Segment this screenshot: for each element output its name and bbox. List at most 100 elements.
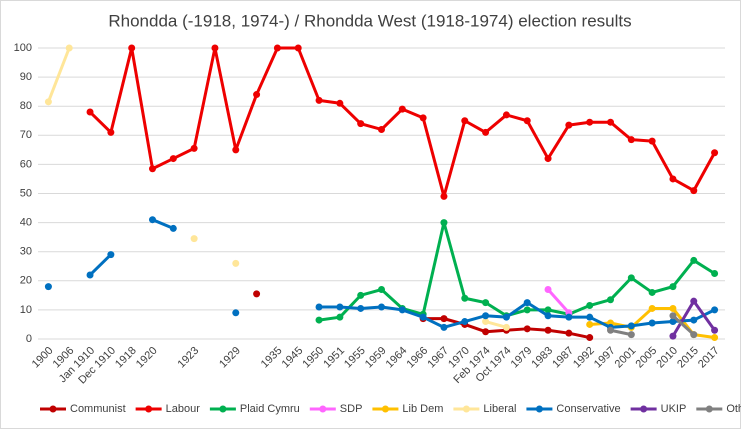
data-point	[336, 303, 344, 311]
data-point	[482, 128, 490, 136]
data-point	[523, 306, 531, 314]
data-point	[690, 316, 698, 324]
data-point	[627, 331, 635, 339]
data-point	[107, 128, 115, 136]
data-point	[273, 44, 281, 52]
data-point	[149, 216, 156, 224]
data-point	[607, 118, 614, 126]
data-point	[253, 290, 261, 298]
legend-label: Communist	[70, 403, 126, 415]
data-point	[690, 256, 698, 264]
data-point	[336, 99, 344, 107]
data-point	[357, 304, 365, 312]
data-point	[502, 313, 510, 321]
data-point	[211, 44, 219, 52]
y-tick-label: 80	[20, 100, 32, 112]
data-point	[607, 296, 614, 304]
data-point	[315, 316, 323, 324]
data-point	[711, 326, 719, 334]
data-point	[502, 111, 510, 119]
y-tick-label: 50	[20, 187, 32, 199]
y-tick-label: 40	[20, 217, 32, 229]
legend-swatch-dot	[219, 405, 227, 413]
legend-label: Conservative	[556, 403, 620, 415]
data-point	[544, 312, 552, 320]
series-line	[151, 218, 174, 230]
data-point	[440, 315, 448, 323]
series-line	[671, 314, 695, 336]
legend-swatch-dot	[49, 405, 57, 413]
data-point	[44, 98, 52, 106]
data-point	[482, 318, 490, 326]
data-point	[690, 331, 698, 339]
data-point	[482, 299, 490, 307]
data-point	[586, 313, 594, 321]
data-point	[669, 332, 677, 340]
data-point	[398, 306, 406, 314]
data-point	[378, 125, 385, 133]
data-point	[232, 146, 240, 154]
data-point	[648, 304, 656, 312]
data-point	[398, 105, 406, 113]
data-point	[65, 44, 73, 52]
data-point	[44, 283, 52, 291]
y-tick-label: 10	[20, 304, 32, 316]
data-point	[482, 328, 490, 336]
series-line	[610, 328, 632, 337]
data-point	[565, 121, 573, 129]
data-point	[669, 318, 677, 326]
series-line	[88, 253, 112, 277]
chart-title: Rhondda (-1918, 1974-) / Rhondda West (1…	[108, 11, 631, 30]
data-point	[544, 326, 552, 334]
y-tick-label: 20	[20, 275, 32, 287]
data-point	[419, 313, 427, 321]
data-point	[169, 224, 177, 232]
legend-label: SDP	[340, 403, 363, 415]
data-point	[315, 96, 323, 104]
legend-swatch-dot	[705, 405, 713, 413]
data-point	[440, 192, 448, 200]
data-point	[648, 137, 656, 145]
data-point	[232, 309, 240, 317]
data-point	[253, 91, 261, 99]
data-point	[544, 306, 552, 314]
data-point	[169, 155, 177, 163]
y-tick-label: 0	[26, 333, 32, 345]
legend-label: Liberal	[483, 403, 516, 415]
series-line	[318, 221, 716, 322]
data-point	[627, 322, 635, 330]
y-tick-label: 60	[20, 158, 32, 170]
data-point	[544, 155, 552, 163]
data-point	[440, 323, 448, 331]
data-point	[357, 291, 365, 299]
data-point	[669, 312, 677, 320]
data-point	[586, 302, 594, 310]
data-point	[107, 251, 115, 259]
data-point	[419, 114, 427, 122]
data-point	[378, 286, 385, 294]
legend-swatch-dot	[145, 405, 153, 413]
y-tick-label: 30	[20, 246, 32, 258]
y-tick-label: 70	[20, 129, 32, 141]
data-point	[523, 325, 531, 333]
data-point	[586, 118, 594, 126]
legend-label: Lib Dem	[402, 403, 443, 415]
data-point	[461, 117, 469, 125]
series-line	[47, 47, 71, 103]
data-point	[86, 271, 94, 279]
data-point	[190, 144, 198, 152]
series-line	[319, 301, 716, 329]
data-point	[523, 117, 531, 125]
data-point	[378, 303, 385, 311]
legend: Communist Labour Plaid Cymru SDP Lib Dem Libe…	[40, 403, 741, 415]
series-line	[485, 320, 507, 329]
legend-label: Labour	[166, 403, 201, 415]
data-point	[461, 318, 469, 326]
data-point	[86, 108, 94, 116]
data-point	[586, 334, 594, 342]
legend-swatch-dot	[462, 405, 470, 413]
legend-swatch-dot	[319, 405, 327, 413]
data-point	[648, 319, 656, 327]
